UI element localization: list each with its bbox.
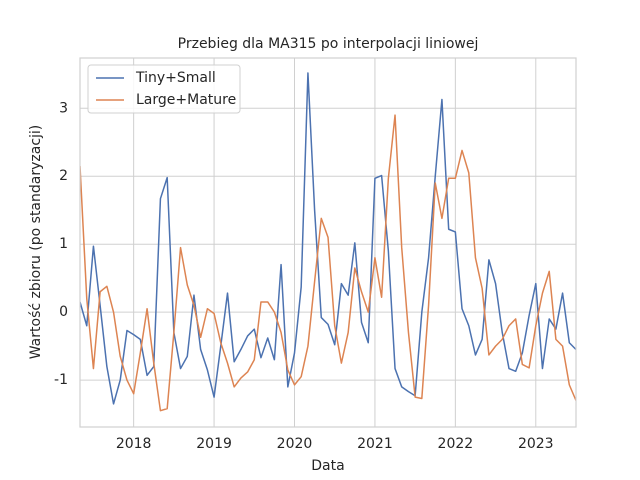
plot-frame (79, 57, 577, 428)
chart-title: Przebieg dla MA315 po interpolacji linio… (178, 36, 479, 52)
x-tick-label: 2023 (518, 436, 554, 452)
y-tick-label: -1 (54, 372, 68, 388)
legend: Tiny+Small Large+Mature (87, 64, 241, 114)
y-tick-label: 1 (59, 236, 68, 252)
legend-label: Large+Mature (136, 92, 236, 108)
x-tick-label: 2020 (277, 436, 313, 452)
x-tick-label: 2022 (438, 436, 474, 452)
legend-label: Tiny+Small (135, 70, 216, 86)
series-line (80, 114, 576, 412)
y-axis-label: Wartość zbioru (po standaryzacji) (28, 125, 44, 360)
x-tick-label: 2018 (116, 436, 152, 452)
y-tick-label: 3 (59, 100, 68, 116)
x-axis-label: Data (311, 458, 344, 474)
x-tick-label: 2019 (196, 436, 232, 452)
y-tick-label: 0 (59, 304, 68, 320)
legend-box (87, 64, 241, 114)
x-tick-label: 2021 (357, 436, 393, 452)
lines (80, 72, 576, 412)
series-line (80, 72, 576, 405)
y-tick-label: 2 (59, 168, 68, 184)
